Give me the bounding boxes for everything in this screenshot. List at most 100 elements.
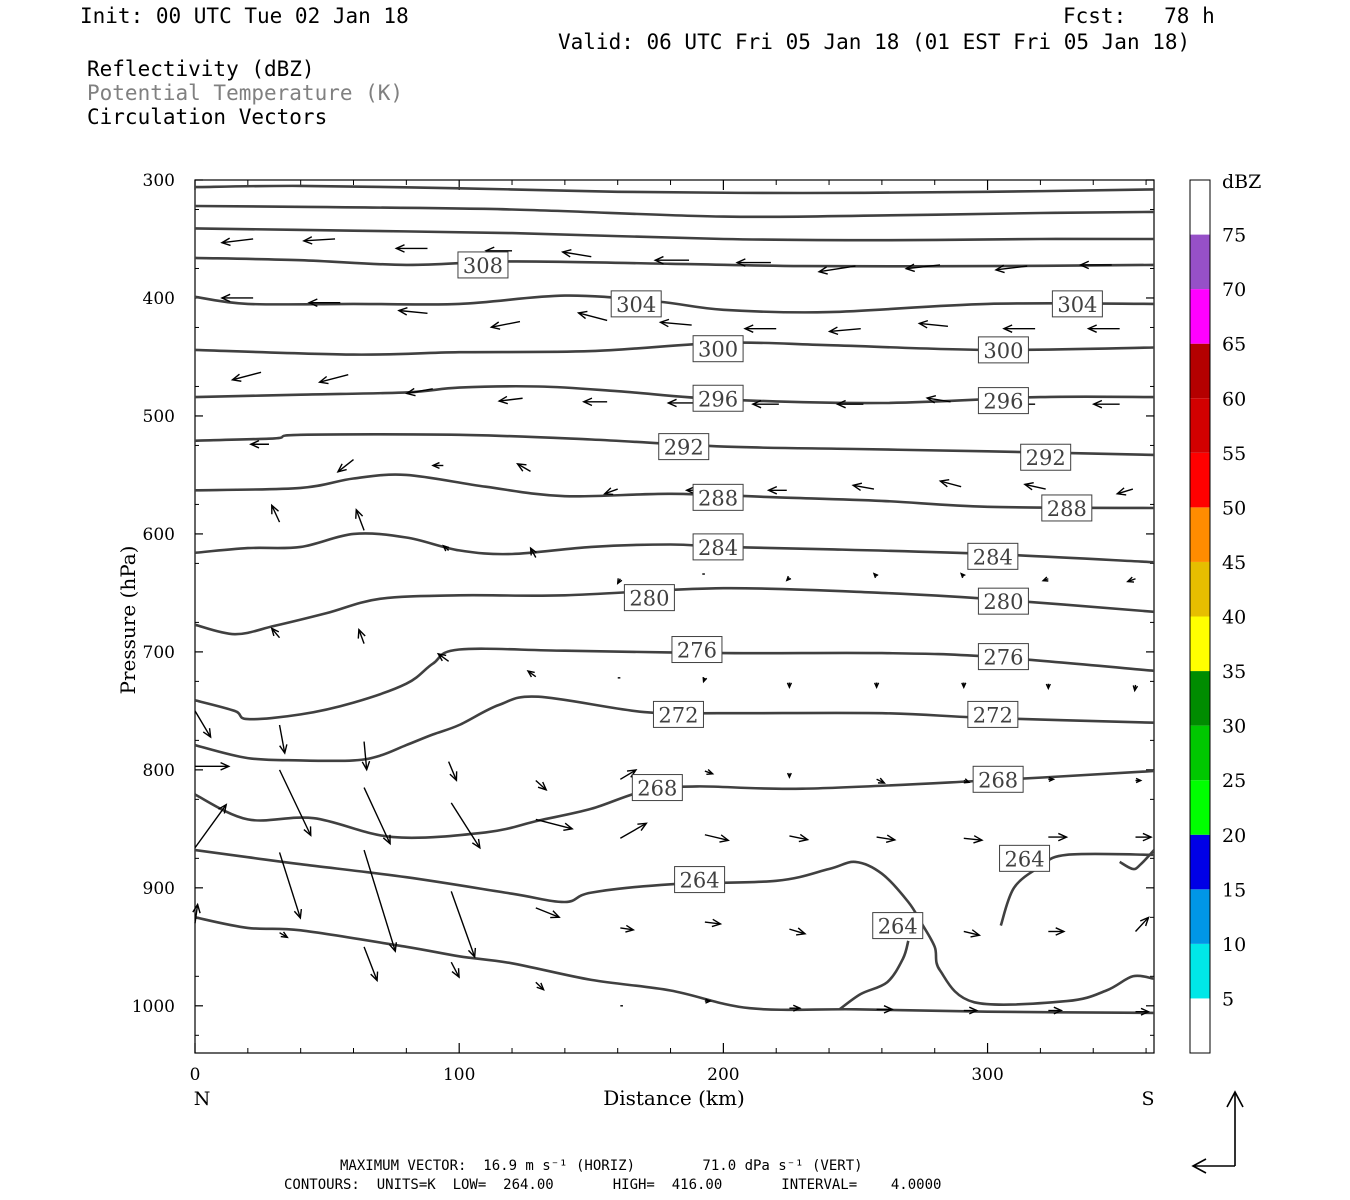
theta-contour-line — [195, 586, 1154, 636]
circulation-vector — [704, 768, 715, 776]
circulation-vector — [1048, 776, 1056, 783]
svg-text:264: 264 — [878, 915, 918, 939]
y-tick-label: 400 — [143, 289, 175, 309]
contour-label: 296 — [977, 387, 1029, 415]
circulation-vector — [789, 833, 810, 843]
circulation-vector — [876, 834, 897, 843]
circulation-vector — [917, 319, 949, 329]
y-tick-label: 1000 — [132, 997, 175, 1017]
circulation-vector — [653, 255, 690, 265]
svg-text:284: 284 — [973, 545, 1013, 569]
theta-contour-line — [195, 916, 1154, 1015]
colorbar-label: 30 — [1222, 716, 1246, 738]
theta-contour-line — [195, 184, 1154, 195]
circulation-vector — [704, 834, 730, 843]
svg-text:272: 272 — [973, 703, 1013, 727]
x-tick-label: 100 — [443, 1065, 475, 1085]
contour-label: 300 — [977, 336, 1029, 364]
circulation-vector — [789, 927, 807, 936]
theta-contour-line — [195, 432, 1154, 457]
svg-text:280: 280 — [629, 587, 669, 611]
svg-text:296: 296 — [983, 390, 1023, 414]
circulation-vector — [397, 306, 428, 316]
valid-time: Valid: 06 UTC Fri 05 Jan 18 (01 EST Fri … — [558, 30, 1191, 54]
circulation-vector — [1132, 684, 1139, 693]
contour-label: 292 — [1020, 443, 1072, 471]
contour-label: 304 — [1051, 290, 1103, 318]
circulation-vector — [872, 572, 879, 579]
colorbar-label: 40 — [1222, 607, 1246, 629]
circulation-vector — [529, 546, 537, 558]
circulation-vector — [576, 310, 608, 322]
theta-contour-line — [195, 695, 1154, 763]
colorbar-label: 10 — [1222, 934, 1246, 956]
contour-label: 276 — [671, 636, 723, 664]
circulation-vector — [789, 1004, 802, 1012]
svg-text:280: 280 — [983, 590, 1023, 614]
circulation-vector — [620, 924, 636, 933]
circulation-vector — [361, 741, 371, 772]
circulation-vector — [442, 544, 450, 552]
circulation-vector — [766, 485, 787, 495]
colorbar-swatch — [1190, 452, 1210, 508]
contour-label: 280 — [623, 584, 675, 612]
theta-contour-line — [195, 848, 1154, 1006]
svg-text:296: 296 — [698, 387, 738, 411]
circulation-vector — [1048, 1006, 1064, 1015]
circulation-vector — [431, 461, 444, 470]
colorbar-label: 60 — [1222, 388, 1246, 410]
y-axis-label: Pressure (hPa) — [116, 546, 140, 695]
circulation-vector — [363, 849, 398, 953]
circulation-vector — [904, 263, 941, 273]
svg-text:288: 288 — [698, 486, 738, 510]
theta-contour-line — [195, 204, 1154, 219]
circulation-vector — [307, 298, 341, 308]
theta-contour-line — [195, 532, 1154, 564]
circulation-vectors — [192, 236, 1153, 1016]
circulation-vector — [436, 652, 450, 662]
colorbar-swatch — [1190, 398, 1210, 453]
circulation-vector — [743, 324, 777, 333]
circulation-vector — [535, 981, 545, 991]
circulation-vector — [249, 439, 269, 449]
circulation-vector — [963, 929, 982, 938]
circulation-vector — [497, 395, 523, 405]
circulation-vector — [1048, 927, 1066, 936]
circulation-vector — [1091, 399, 1120, 409]
contour-label: 268 — [972, 765, 1024, 793]
theta-contour-line — [195, 769, 1154, 840]
colorbar-title: dBZ — [1222, 171, 1261, 193]
colorbar-label: 75 — [1222, 225, 1246, 247]
circulation-vector — [1048, 832, 1069, 842]
circulation-vector — [1126, 576, 1136, 583]
colorbar-label: 50 — [1222, 497, 1246, 519]
circulation-vector — [278, 769, 312, 837]
svg-text:284: 284 — [698, 536, 738, 560]
circulation-vector — [960, 572, 966, 579]
theta-contours — [195, 184, 1154, 1015]
circulation-vector — [270, 627, 281, 639]
contour-label: 264 — [674, 866, 726, 894]
colorbar-swatch — [1190, 343, 1210, 399]
svg-text:288: 288 — [1047, 497, 1087, 521]
south-label: S — [1141, 1088, 1154, 1110]
circulation-vector — [1041, 576, 1049, 582]
colorbar-swatch — [1190, 616, 1210, 672]
plot-frame — [194, 179, 1155, 1054]
y-tick-label: 900 — [143, 879, 175, 899]
field-reflectivity: Reflectivity (dBZ) — [87, 57, 315, 81]
x-tick-label: 0 — [190, 1065, 201, 1085]
svg-text:276: 276 — [677, 639, 717, 663]
contour-label: 288 — [692, 483, 744, 511]
circulation-vector — [194, 710, 212, 739]
contour-labels: 308 304 304 300 300 296 296 292 292 288 288 284 284 2… — [457, 251, 1103, 940]
circulation-vector — [450, 961, 460, 979]
circulation-vector — [702, 676, 708, 684]
circulation-vector — [1002, 324, 1036, 333]
circulation-vector — [1135, 832, 1153, 842]
circulation-vector — [363, 946, 379, 983]
contour-label: 280 — [977, 587, 1029, 615]
contour-label: 264 — [999, 844, 1051, 872]
svg-text:268: 268 — [637, 777, 677, 801]
dbz-colorbar: 5 10 15 20 25 30 35 40 45 50 55 60 65 70 75 — [1189, 179, 1246, 1054]
